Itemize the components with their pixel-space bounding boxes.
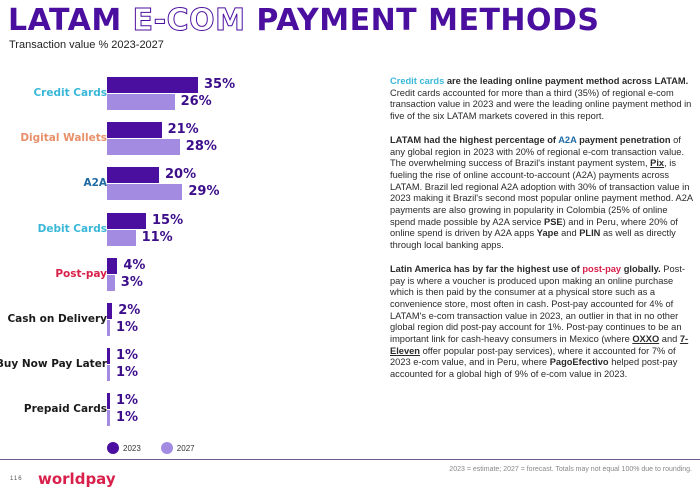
p3-body-a: Post-pay is where a voucher is produced … — [390, 263, 686, 345]
term-7-eleven: 7-Eleven — [390, 334, 689, 356]
footer-divider — [0, 459, 700, 460]
p2-heading-a: LATAM had the highest percentage of — [390, 134, 559, 145]
p1-body: Credit cards accounted for more than a t… — [390, 87, 692, 122]
bar-2027 — [107, 139, 180, 156]
p2-and: and — [558, 228, 580, 239]
highlight-a2a: A2A — [558, 134, 577, 145]
page-title: LATAM E-COM PAYMENT METHODS — [8, 3, 600, 38]
term-pix: Pix — [650, 158, 665, 169]
bar-group: A2A 20% 29% — [0, 167, 380, 201]
legend-label-2027: 2027 — [176, 443, 195, 453]
bar-group: Digital Wallets 21% 28% — [0, 122, 380, 156]
value-label-2023: 35% — [204, 77, 236, 92]
page-number: 116 — [10, 476, 23, 482]
category-label: Debit Cards — [37, 222, 107, 235]
bar-2027 — [107, 94, 175, 110]
legend-label-2023: 2023 — [123, 443, 141, 453]
title-part-1: LATAM — [8, 3, 133, 38]
category-label: Digital Wallets — [20, 132, 107, 145]
category-label: Buy Now Pay Later — [0, 358, 107, 371]
p3-heading-b: globally. — [621, 263, 661, 274]
legend-item-2023: 2023 — [107, 442, 141, 454]
bar-2027 — [107, 184, 183, 201]
value-label-2027: 11% — [141, 229, 173, 245]
term-pagoefectivo: PagoEfectivo — [549, 357, 609, 368]
p2-body-c: ) and in Peru, where 20% of online spend… — [390, 216, 678, 239]
p2-heading-b: payment penetration — [576, 134, 671, 145]
bar-group: Debit Cards 15% 11% — [0, 212, 380, 247]
value-label-2027: 29% — [188, 184, 220, 200]
bar-group: Credit Cards 35% 26% — [0, 77, 380, 111]
bar-2027 — [107, 229, 136, 246]
value-label-2027: 3% — [120, 274, 143, 290]
bar-2023 — [107, 303, 113, 319]
value-label-2023: 4% — [123, 257, 146, 273]
bar-2027 — [107, 410, 110, 427]
value-label-2023: 20% — [165, 167, 197, 183]
p2-body-a: of any global region in 2023 with 20% of… — [390, 134, 685, 169]
value-label-2027: 26% — [180, 94, 212, 109]
value-label-2027: 28% — [185, 139, 217, 155]
bar-2023 — [107, 257, 118, 274]
p3-and: and — [659, 334, 680, 345]
chart-subtitle: Transaction value % 2023-2027 — [9, 39, 164, 51]
value-label-2023: 15% — [152, 212, 184, 228]
highlight-credit-cards: Credit cards — [390, 76, 445, 86]
bar-2023 — [107, 122, 162, 139]
p3-body-b: offer popular post-pay services), where … — [390, 345, 676, 368]
p3-body-c: helped post-pay accounted for a global h… — [390, 357, 678, 380]
value-label-2027: 1% — [116, 365, 139, 381]
term-yape: Yape — [536, 228, 559, 239]
term-oxxo: OXXO — [632, 334, 660, 345]
highlight-post-pay: post-pay — [582, 263, 622, 274]
worldpay-logo: worldpay — [38, 470, 116, 488]
bar-group: Prepaid Cards 1% 1% — [0, 393, 380, 427]
category-label: Prepaid Cards — [23, 403, 107, 416]
p2-body-d: as well as directly through local bankin… — [390, 228, 676, 251]
category-label: Credit Cards — [33, 87, 107, 99]
p2-body-b: , is fueling the rise of online account-… — [390, 158, 693, 227]
bar-2027 — [107, 365, 110, 382]
bar-2023 — [107, 393, 110, 410]
category-label: Cash on Delivery — [7, 313, 107, 325]
bar-2023 — [107, 348, 110, 365]
bar-2027 — [107, 274, 115, 291]
term-pse: PSE — [544, 216, 563, 227]
legend-item-2027: 2027 — [160, 442, 195, 454]
category-label: A2A — [83, 177, 107, 190]
title-part-3: PAYMENT METHODS — [245, 3, 600, 38]
value-label-2023: 2% — [118, 303, 141, 318]
bar-group: Cash on Delivery 2% 1% — [0, 303, 380, 337]
legend-dot-2027-icon — [160, 442, 173, 454]
paragraph-a2a: LATAM had the highest percentage of A2A … — [390, 135, 695, 252]
legend-dot-2023-icon — [107, 442, 119, 454]
paragraph-credit-cards: Credit cards are the leading online paym… — [390, 76, 695, 123]
bar-2023 — [107, 77, 198, 93]
term-plin: PLIN — [579, 228, 601, 239]
p3-heading-a: Latin America has by far the highest use… — [390, 263, 583, 274]
bar-group: Buy Now Pay Later 1% 1% — [0, 348, 380, 382]
chart-legend: 2023 2027 — [107, 442, 209, 454]
value-label-2023: 1% — [116, 393, 139, 409]
value-label-2027: 1% — [116, 410, 139, 426]
bar-2023 — [107, 212, 146, 229]
commentary: Credit cards are the leading online paym… — [390, 76, 695, 393]
title-part-2: E-COM — [132, 3, 246, 38]
paragraph-post-pay: Latin America has by far the highest use… — [390, 264, 695, 381]
value-label-2023: 1% — [116, 348, 139, 364]
value-label-2027: 1% — [116, 320, 139, 335]
bar-2023 — [107, 167, 159, 184]
footnote: 2023 = estimate; 2027 = forecast. Totals… — [449, 466, 692, 473]
value-label-2023: 21% — [167, 122, 199, 138]
p1-heading: are the leading online payment method ac… — [444, 76, 689, 86]
category-label: Post-pay — [55, 267, 107, 280]
bar-group: Post-pay 4% 3% — [0, 257, 380, 292]
bar-2027 — [107, 320, 110, 336]
